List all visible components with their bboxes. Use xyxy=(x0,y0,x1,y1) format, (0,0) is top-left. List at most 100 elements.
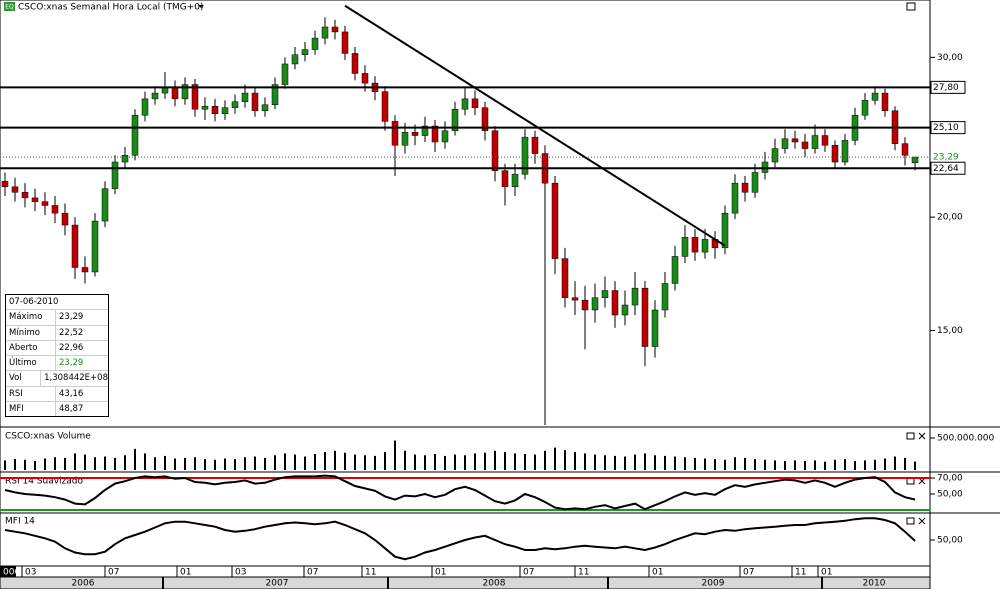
info-row: Máximo 23,29 xyxy=(6,309,108,325)
info-key: Aberto xyxy=(6,340,56,356)
candle-body xyxy=(841,140,849,163)
candle-body xyxy=(461,98,469,110)
candle-body xyxy=(581,299,589,311)
candle-body xyxy=(391,121,399,146)
candle-body xyxy=(651,309,659,347)
volume-bar xyxy=(614,455,616,470)
candle-body xyxy=(701,239,709,253)
candle-body xyxy=(731,182,739,214)
candle-body xyxy=(411,132,419,136)
chart-title[interactable]: CSCO:xnas Semanal Hora Local (TMG+0) xyxy=(18,3,204,13)
volume-bar xyxy=(254,456,256,470)
info-value: 43,16 xyxy=(59,388,84,399)
volume-bar xyxy=(644,453,646,470)
candle-body xyxy=(601,290,609,298)
volume-bar xyxy=(4,460,6,470)
candle-body xyxy=(521,136,529,175)
info-key: MFI xyxy=(6,402,56,417)
candle-body xyxy=(131,114,139,156)
volume-bar xyxy=(714,459,716,470)
candle-body xyxy=(331,26,339,33)
candle-body xyxy=(791,138,799,143)
candle-body xyxy=(721,212,729,249)
year-label: 2006 xyxy=(72,579,95,589)
level-label: 25,10 xyxy=(933,123,959,133)
candle-body xyxy=(631,287,639,306)
level-label: 22,64 xyxy=(933,164,959,174)
x-tick-label: 07 xyxy=(523,568,534,578)
info-value: 1,308442E+08 xyxy=(44,373,108,384)
x-tick-label: 07 xyxy=(743,568,754,578)
candle-body xyxy=(471,98,479,108)
volume-bar xyxy=(54,457,56,470)
info-key: Último xyxy=(6,356,56,371)
candle-body xyxy=(261,104,269,111)
info-row: Aberto 22,96 xyxy=(6,339,108,356)
info-box: 07-06-2010 Máximo 23,29 Mínimo 22,52 Aberto 2… xyxy=(5,294,109,418)
candle-body xyxy=(381,91,389,122)
volume-bar xyxy=(374,455,376,470)
candle-body xyxy=(291,54,299,65)
volume-bar xyxy=(304,456,306,470)
month-row-cap xyxy=(0,566,16,577)
volume-bar xyxy=(694,457,696,470)
info-key: Mínimo xyxy=(6,325,56,340)
candle-body xyxy=(661,283,669,311)
volume-bar xyxy=(704,458,706,470)
y-tick-label: 15,00 xyxy=(937,326,963,336)
candle-body xyxy=(911,156,919,163)
volume-bar xyxy=(544,450,546,470)
volume-bar xyxy=(114,457,116,470)
volume-bar xyxy=(134,448,136,470)
volume-bar xyxy=(754,459,756,470)
indicator-line xyxy=(4,517,916,561)
candle-body xyxy=(91,220,99,273)
candle-body xyxy=(301,49,309,55)
info-key: Vol xyxy=(6,371,42,386)
x-tick-label: 006 xyxy=(3,568,20,578)
dropdown-arrow[interactable] xyxy=(198,5,204,8)
volume-bar xyxy=(294,454,296,470)
volume-bar xyxy=(654,455,656,470)
candle-body xyxy=(61,212,69,226)
y-tick-label: 50,00 xyxy=(937,536,963,546)
volume-bar xyxy=(334,450,336,470)
icon xyxy=(4,2,15,11)
info-key: RSI xyxy=(6,386,56,402)
trendline xyxy=(344,4,726,247)
volume-bar xyxy=(164,455,166,470)
candle-body xyxy=(241,92,249,103)
panel-maximize[interactable] xyxy=(906,517,915,525)
candle-body xyxy=(451,108,459,132)
info-row: RSI 43,16 xyxy=(6,385,108,402)
volume-bar xyxy=(594,454,596,470)
month-row xyxy=(0,565,931,578)
volume-bar xyxy=(424,455,426,470)
candle-body xyxy=(221,107,229,114)
volume-bar xyxy=(14,459,16,470)
level-label: 27,80 xyxy=(933,83,959,93)
volume-bar xyxy=(84,454,86,470)
volume-bar xyxy=(284,453,286,470)
volume-bar xyxy=(244,457,246,470)
y-tick-label: 500.000.000 xyxy=(937,434,995,444)
year-label: 2010 xyxy=(863,579,886,589)
candle-body xyxy=(311,37,319,50)
info-value: 22,52 xyxy=(59,327,84,338)
candle-body xyxy=(121,154,129,163)
maximize-button[interactable] xyxy=(906,2,916,11)
panel-maximize[interactable] xyxy=(906,432,915,440)
x-tick-label: 07 xyxy=(108,568,119,578)
volume-bar xyxy=(454,454,456,470)
level-label-box xyxy=(930,80,966,94)
volume-bar xyxy=(204,459,206,470)
volume-bar xyxy=(144,453,146,470)
info-row: MFI 48,87 xyxy=(6,401,108,417)
volume-bar xyxy=(214,459,216,470)
volume-bar xyxy=(314,454,316,470)
candle-body xyxy=(351,53,359,74)
candle-body xyxy=(591,297,599,311)
indicator-line xyxy=(4,474,916,511)
candle-body xyxy=(901,143,909,156)
